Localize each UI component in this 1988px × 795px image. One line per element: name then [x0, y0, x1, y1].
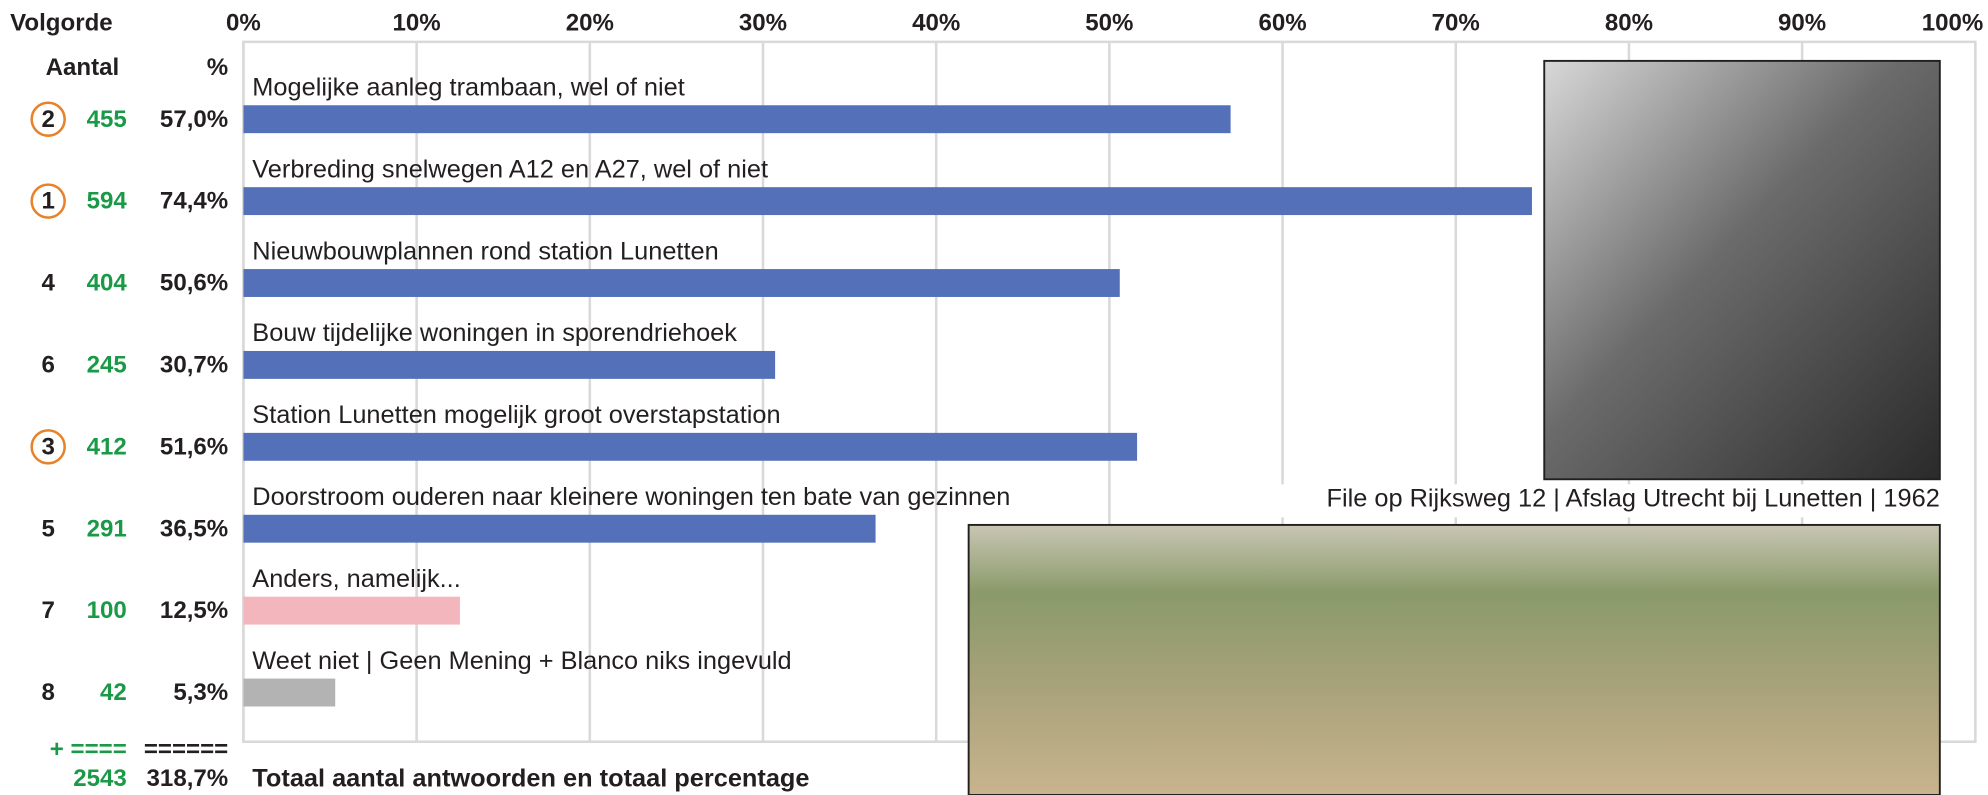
- category-label: Anders, namelijk...: [252, 565, 460, 593]
- x-tick-label: 0%: [226, 9, 261, 36]
- total-count: 2543: [73, 765, 127, 792]
- x-tick-label: 100%: [1922, 9, 1984, 36]
- value-label: 30,7%: [160, 352, 228, 379]
- rank: 3: [41, 433, 54, 460]
- x-tick-label: 20%: [566, 9, 614, 36]
- chart: Volgorde Aantal % + ==== ====== 2543 318…: [0, 0, 1988, 795]
- rank: 7: [41, 597, 54, 624]
- value-label: 51,6%: [160, 433, 228, 460]
- x-tick-label: 60%: [1258, 9, 1306, 36]
- count: 291: [87, 515, 127, 542]
- count: 245: [87, 352, 127, 379]
- count: 404: [87, 270, 128, 297]
- value-label: 36,5%: [160, 515, 228, 542]
- bar: [243, 433, 1137, 461]
- bar: [243, 187, 1532, 215]
- value-label: 50,6%: [160, 270, 228, 297]
- photo-caption: File op Rijksweg 12 | Afslag Utrecht bij…: [1327, 484, 1940, 512]
- rank: 4: [41, 270, 55, 297]
- bar: [243, 269, 1119, 297]
- category-label: Verbreding snelwegen A12 en A27, wel of …: [252, 155, 768, 183]
- rank: 8: [41, 679, 54, 706]
- total-separator: ======: [144, 736, 228, 763]
- count: 100: [87, 597, 127, 624]
- value-label: 12,5%: [160, 597, 228, 624]
- rank: 1: [41, 188, 54, 215]
- x-tick-label: 10%: [393, 9, 441, 36]
- value-label: 5,3%: [173, 679, 228, 706]
- bar: [243, 105, 1230, 133]
- bar: [243, 679, 335, 707]
- header-percent: %: [207, 54, 228, 81]
- bar: [243, 351, 775, 379]
- x-tick-label: 70%: [1432, 9, 1480, 36]
- count: 412: [87, 433, 127, 460]
- count: 455: [87, 106, 127, 133]
- rank: 5: [41, 515, 54, 542]
- category-label: Weet niet | Geen Mening + Blanco niks in…: [252, 647, 791, 675]
- x-tick-label: 80%: [1605, 9, 1653, 36]
- rank: 2: [41, 106, 54, 133]
- count: 42: [100, 679, 127, 706]
- total-separator: + ====: [50, 736, 127, 763]
- photo-traffic: [1544, 61, 1940, 479]
- count: 594: [87, 188, 128, 215]
- header-count: Aantal: [46, 54, 120, 81]
- category-label: Nieuwbouwplannen rond station Lunetten: [252, 237, 718, 265]
- value-label: 74,4%: [160, 188, 228, 215]
- category-label: Station Lunetten mogelijk groot overstap…: [252, 401, 780, 429]
- photo-aerial: [969, 525, 1940, 795]
- category-label: Bouw tijdelijke woningen in sporendrieho…: [252, 319, 737, 347]
- rank: 6: [41, 352, 54, 379]
- total-percent: 318,7%: [147, 765, 229, 792]
- category-label: Mogelijke aanleg trambaan, wel of niet: [252, 73, 685, 101]
- x-tick-label: 50%: [1085, 9, 1133, 36]
- x-tick-label: 90%: [1778, 9, 1826, 36]
- total-label: Totaal aantal antwoorden en totaal perce…: [252, 764, 809, 792]
- header-rank: Volgorde: [10, 9, 113, 36]
- category-label: Doorstroom ouderen naar kleinere woninge…: [252, 483, 1010, 511]
- bar: [243, 515, 875, 543]
- x-tick-label: 40%: [912, 9, 960, 36]
- x-tick-label: 30%: [739, 9, 787, 36]
- bar: [243, 597, 459, 625]
- value-label: 57,0%: [160, 106, 228, 133]
